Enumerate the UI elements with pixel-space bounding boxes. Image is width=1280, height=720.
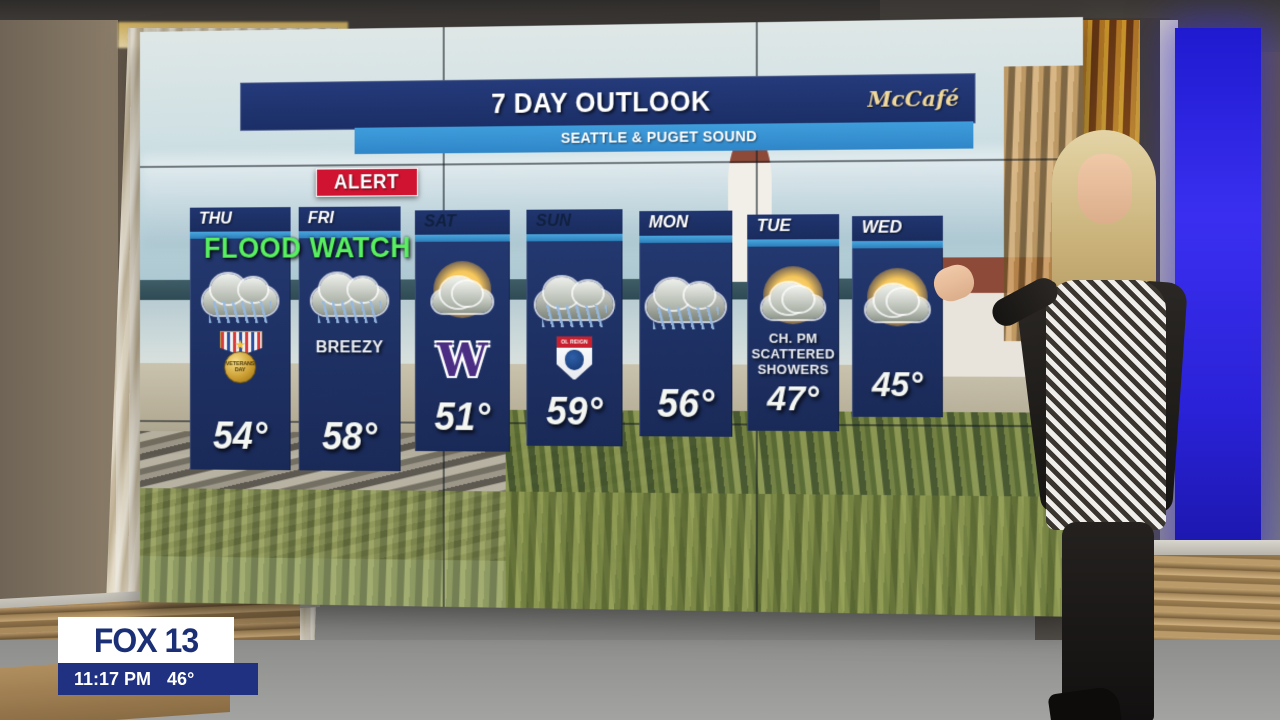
presenter-boot (1047, 685, 1123, 720)
high-temp: 54° (212, 415, 268, 458)
day-header: SUN (526, 209, 623, 235)
weather-graphic: 7 DAY OUTLOOK McCafé SEATTLE & PUGET SOU… (140, 17, 1083, 617)
day-label: WED (861, 219, 903, 237)
medal-disc: VETERANS DAY (224, 351, 257, 384)
day-label: MON (648, 213, 689, 232)
uw-huskies-logo: W (436, 335, 488, 388)
high-temp: 59° (546, 390, 603, 434)
presenter-face (1078, 154, 1132, 224)
rain-cloud-icon (530, 257, 620, 328)
day-body: 45° (851, 248, 944, 418)
forecast-column-mon: MON 56° 51° (639, 210, 733, 437)
condition-text: CH. PM SCATTERED SHOWERS (751, 331, 835, 378)
video-wall: 7 DAY OUTLOOK McCafé SEATTLE & PUGET SOU… (140, 17, 1083, 617)
cloud-shape (866, 298, 929, 322)
high-temp: 45° (872, 364, 923, 404)
rain-streaks (653, 306, 719, 330)
rain-streaks (208, 300, 272, 323)
day-body: ★ VETERANS DAY 54° (189, 238, 291, 471)
fox13-logo: FOX 13 (58, 617, 234, 663)
ol-reign-logo: OL REIGN (556, 335, 594, 380)
day-body: OL REIGN 59° (526, 241, 623, 447)
forecast-column-wed: WED 45° 38° (851, 215, 944, 418)
rain-streaks (542, 304, 607, 328)
cloud-shape (762, 296, 825, 320)
medal-text-line2: DAY (234, 367, 246, 374)
bug-info-bar: 11:17 PM 46° (58, 663, 258, 695)
day-label: SUN (535, 212, 571, 231)
reign-lion-icon (565, 350, 584, 371)
rain-streaks (317, 300, 382, 323)
flood-watch-banner: FLOOD WATCH (203, 230, 411, 265)
clock-time: 11:17 PM (74, 668, 152, 689)
station-bug: FOX 13 11:17 PM 46° (58, 617, 258, 695)
meteorologist (929, 130, 1210, 720)
veterans-day-medal-icon: ★ VETERANS DAY (217, 331, 263, 384)
reign-wordmark: OL REIGN (560, 339, 588, 346)
day-body: BREEZY 58° (298, 237, 401, 472)
day-header: THU (189, 207, 291, 232)
blue-light-panel (1175, 28, 1261, 568)
day-body: W 51° (414, 241, 510, 452)
day-header: WED (852, 215, 943, 242)
forecast-columns: THU ★ VETERANS DAY (140, 17, 1083, 617)
sun-behind-cloud-rain-icon (747, 263, 839, 327)
forecast-column-sun: SUN OL REIGN (526, 209, 623, 447)
high-temp: 56° (657, 382, 715, 427)
sun-behind-cloud-icon (851, 265, 944, 330)
day-label: SAT (424, 213, 456, 231)
presenter-dress (1046, 280, 1166, 530)
day-header: TUE (747, 214, 840, 240)
day-label: THU (198, 210, 232, 228)
day-body: CH. PM SCATTERED SHOWERS 47° (747, 246, 840, 432)
sun-behind-cloud-icon (418, 258, 507, 321)
day-body: 56° (639, 242, 733, 437)
day-label: TUE (756, 217, 791, 236)
cloud-shape (432, 290, 493, 314)
presenter-legs (1062, 522, 1154, 720)
day-header: MON (639, 210, 733, 236)
forecast-column-tue: TUE CH. PM SCATTERED SHOWERS 47° 42° (747, 214, 840, 432)
forecast-column-sat: SAT W 51° 45° (414, 209, 510, 452)
day-header: SAT (414, 209, 510, 235)
high-temp: 51° (434, 396, 491, 440)
medal-star-icon: ★ (234, 337, 246, 353)
current-temp: 46° (167, 668, 195, 689)
reign-wordmark-band: OL REIGN (557, 336, 593, 347)
rain-cloud-icon (640, 259, 731, 330)
day-label: FRI (307, 209, 334, 228)
day-header: FRI (298, 206, 401, 232)
high-temp: 47° (767, 379, 819, 419)
high-temp: 58° (322, 415, 378, 459)
fox13-logo-text: FOX 13 (93, 620, 199, 659)
condition-text: BREEZY (315, 339, 384, 357)
